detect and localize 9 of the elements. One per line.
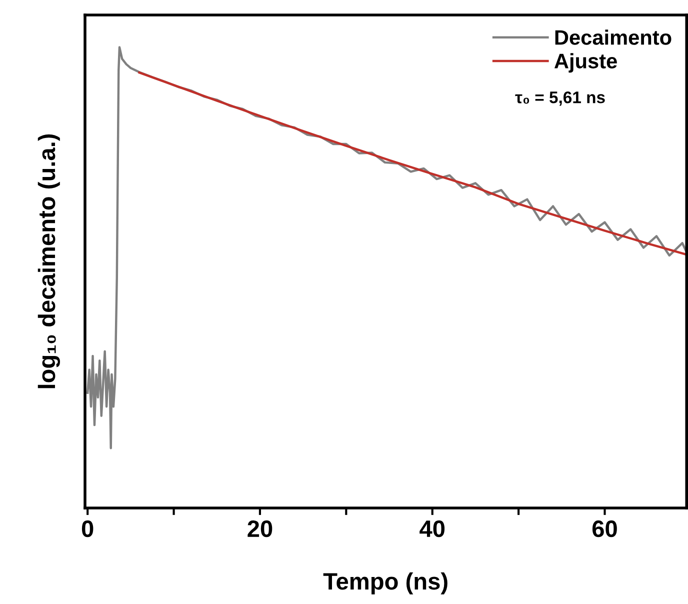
x-tick-label: 0 [82,520,94,538]
x-axis-title: Tempo (ns) [323,572,448,594]
legend-label: Ajuste [554,53,617,73]
legend-label: Decaimento [555,30,672,45]
y-axis-title: log₁₀ decaimento (u.a.) [38,134,60,388]
x-tick-label: 40 [420,520,445,538]
x-tick-label: 60 [592,520,617,538]
x-tick-label: 20 [248,520,272,538]
annotation: τ₀ = 5,61 ns [515,91,605,106]
